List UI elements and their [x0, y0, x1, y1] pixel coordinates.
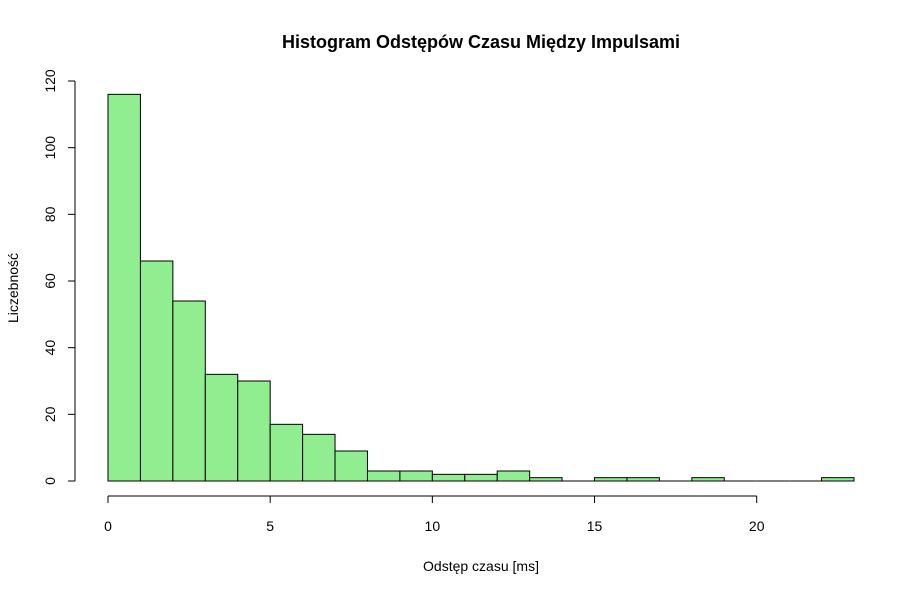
y-tick-label: 40 — [42, 340, 58, 356]
y-tick-label: 100 — [42, 136, 58, 160]
histogram-bars — [107, 93, 855, 482]
histogram-bar — [529, 477, 563, 482]
histogram-bar — [464, 473, 498, 482]
y-tick-label: 60 — [42, 273, 58, 289]
histogram-bar — [366, 470, 401, 482]
histogram-bar — [691, 477, 725, 482]
chart-title: Histogram Odstępów Czasu Między Impulsam… — [282, 32, 680, 52]
x-tick-label: 10 — [425, 518, 441, 534]
histogram-bar — [431, 473, 466, 482]
y-tick-label: 80 — [42, 206, 58, 222]
histogram-bar — [107, 93, 141, 482]
histogram-bar — [334, 450, 368, 482]
x-tick-label: 20 — [749, 518, 765, 534]
y-tick-label: 0 — [42, 477, 58, 485]
histogram-bar — [139, 260, 174, 482]
x-axis: 0 5 10 15 20 — [104, 495, 765, 534]
histogram-bar — [399, 470, 433, 482]
histogram-bar — [626, 477, 660, 482]
histogram-bar — [237, 380, 271, 482]
x-tick-label: 15 — [587, 518, 603, 534]
histogram-bar — [302, 433, 336, 482]
y-tick-label: 20 — [42, 406, 58, 422]
histogram-bar — [204, 373, 239, 482]
y-axis: 0 20 40 60 80 100 120 — [42, 69, 76, 485]
histogram-bar — [269, 423, 304, 482]
histogram-bar — [496, 470, 531, 482]
histogram-bar — [821, 477, 855, 482]
y-axis-label: Liczebność — [5, 253, 21, 323]
histogram-bar — [594, 477, 628, 482]
histogram-bar — [172, 300, 206, 482]
x-axis-label: Odstęp czasu [ms] — [423, 558, 539, 574]
x-tick-label: 5 — [266, 518, 274, 534]
y-tick-label: 120 — [42, 69, 58, 93]
x-tick-label: 0 — [104, 518, 112, 534]
